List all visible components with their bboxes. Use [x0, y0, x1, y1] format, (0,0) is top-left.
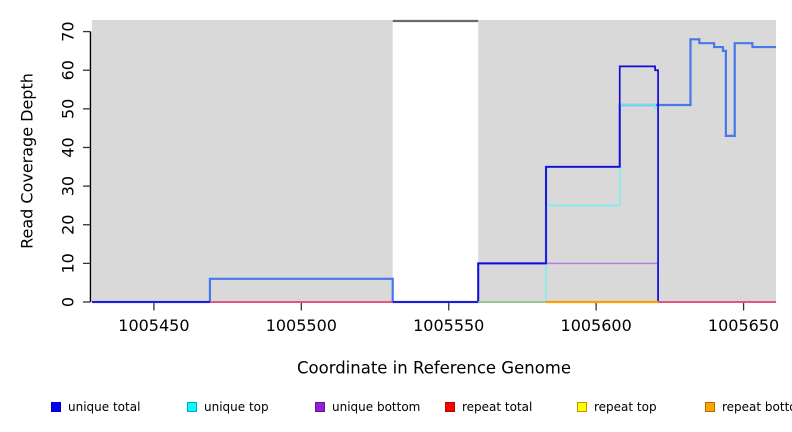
x-axis-title: Coordinate in Reference Genome	[296, 358, 572, 378]
y-tick-label: 0	[59, 297, 78, 307]
y-tick-label: 50	[59, 99, 78, 119]
y-tick-label: 60	[59, 60, 78, 80]
x-tick-label: 1005650	[708, 316, 779, 335]
y-tick-label: 10	[59, 253, 78, 273]
y-tick-label: 20	[59, 215, 78, 235]
x-tick-label: 1005550	[413, 316, 484, 335]
y-tick-label: 70	[59, 21, 78, 41]
series-unique-total	[92, 65, 776, 303]
x-tick-label: 1005500	[266, 316, 337, 335]
y-tick-label: 40	[59, 137, 78, 157]
x-tick-label: 1005600	[561, 316, 632, 335]
no-data-band	[392, 20, 479, 302]
y-axis-title: Read Coverage Depth	[17, 73, 37, 249]
y-tick-label: 30	[59, 176, 78, 196]
x-tick-label: 1005450	[118, 316, 189, 335]
